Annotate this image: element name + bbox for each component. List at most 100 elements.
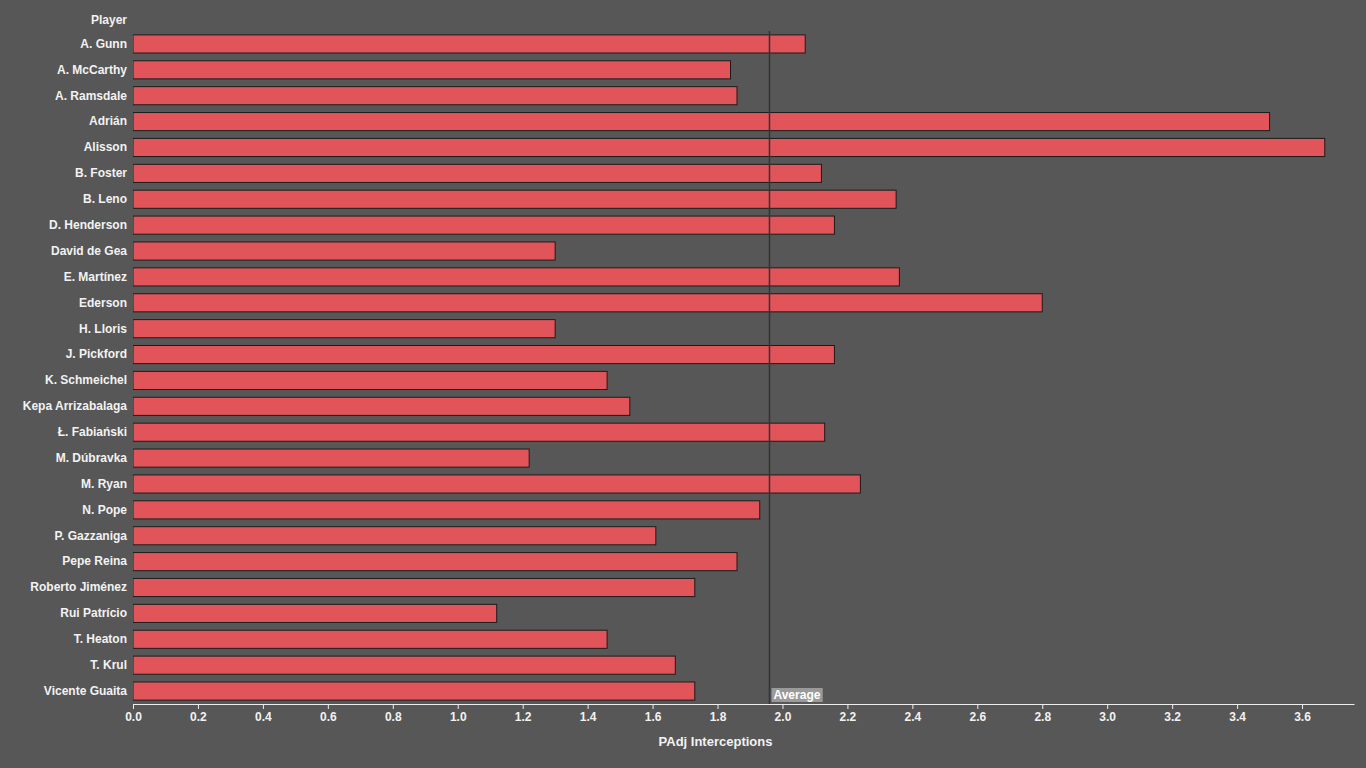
bar xyxy=(133,113,1270,131)
y-tick-label: Kepa Arrizabalaga xyxy=(23,399,128,413)
background xyxy=(0,0,1366,768)
average-label-box xyxy=(771,688,822,702)
y-tick: David de Gea xyxy=(51,244,127,258)
x-tick: 0.0 xyxy=(125,704,142,724)
bar xyxy=(133,578,695,596)
y-tick-label: T. Krul xyxy=(90,658,127,672)
bar xyxy=(133,164,821,182)
x-tick: 2.2 xyxy=(840,704,857,724)
x-tick: 2.4 xyxy=(905,704,922,724)
x-tick-label: 3.4 xyxy=(1229,710,1246,724)
bars xyxy=(133,31,1325,704)
bar xyxy=(133,371,607,389)
chart: 0.00.20.40.60.81.01.21.41.61.82.02.22.42… xyxy=(0,0,1366,768)
bar xyxy=(133,268,899,286)
y-tick: A. Gunn xyxy=(80,37,127,51)
y-tick-label: M. Dúbravka xyxy=(56,451,128,465)
y-tick: J. Pickford xyxy=(66,347,127,361)
y-tick-label: Ederson xyxy=(79,296,127,310)
x-tick-label: 0.2 xyxy=(190,710,207,724)
y-tick-label: Adrián xyxy=(89,114,127,128)
x-tick-mark xyxy=(198,704,199,709)
bar xyxy=(133,216,834,234)
bar xyxy=(133,449,529,467)
x-tick-label: 2.0 xyxy=(775,710,792,724)
x-tick: 0.4 xyxy=(255,704,272,724)
bar xyxy=(133,345,834,363)
y-tick-label: Ł. Fabiański xyxy=(58,425,127,439)
x-tick: 2.8 xyxy=(1034,704,1051,724)
y-tick: M. Ryan xyxy=(81,477,127,491)
bar xyxy=(133,397,630,415)
y-tick-label: J. Pickford xyxy=(66,347,127,361)
y-tick-label: Alisson xyxy=(84,140,127,154)
x-tick: 0.2 xyxy=(190,704,207,724)
y-tick-label: N. Pope xyxy=(82,503,127,517)
y-tick-label: Vicente Guaita xyxy=(44,684,127,698)
bar xyxy=(133,138,1325,156)
y-tick: Vicente Guaita xyxy=(44,684,127,698)
x-axis-title: PAdj Interceptions xyxy=(659,734,773,749)
bar xyxy=(133,656,675,674)
y-tick: K. Schmeichel xyxy=(45,373,127,387)
y-tick-label: Rui Patrício xyxy=(60,606,127,620)
x-tick-mark xyxy=(718,704,719,709)
x-tick-label: 1.0 xyxy=(450,710,467,724)
x-tick: 1.4 xyxy=(580,704,597,724)
average-line xyxy=(769,31,771,704)
bar xyxy=(133,604,497,622)
x-tick-label: 2.8 xyxy=(1034,710,1051,724)
bar xyxy=(133,475,860,493)
bar xyxy=(133,553,737,571)
y-tick: A. McCarthy xyxy=(57,63,127,77)
x-tick-mark xyxy=(1172,704,1173,709)
x-tick: 3.2 xyxy=(1164,704,1181,724)
x-tick-label: 0.4 xyxy=(255,710,272,724)
x-axis-line xyxy=(134,704,1355,705)
y-tick-label: T. Heaton xyxy=(74,632,127,646)
x-tick-mark xyxy=(393,704,394,709)
bar xyxy=(133,190,896,208)
y-tick: Roberto Jiménez xyxy=(30,580,127,594)
bar xyxy=(133,630,607,648)
bar xyxy=(133,423,825,441)
y-tick-label: A. Gunn xyxy=(80,37,127,51)
bar xyxy=(133,294,1042,312)
x-tick-label: 1.4 xyxy=(580,710,597,724)
y-tick: T. Heaton xyxy=(74,632,127,646)
x-tick-mark xyxy=(328,704,329,709)
bar xyxy=(133,320,555,338)
y-tick: Rui Patrício xyxy=(60,606,127,620)
y-tick-label: B. Foster xyxy=(75,166,127,180)
y-tick-label: Pepe Reina xyxy=(62,554,127,568)
x-tick-label: 0.8 xyxy=(385,710,402,724)
y-tick-label: A. McCarthy xyxy=(57,63,127,77)
y-tick: T. Krul xyxy=(90,658,127,672)
plot: 0.00.20.40.60.81.01.21.41.61.82.02.22.42… xyxy=(23,31,1355,724)
y-tick: Ł. Fabiański xyxy=(58,425,127,439)
x-tick-label: 2.4 xyxy=(905,710,922,724)
average-label: Average xyxy=(773,688,820,702)
x-tick: 1.8 xyxy=(710,704,727,724)
x-tick: 0.8 xyxy=(385,704,402,724)
x-tick-label: 3.2 xyxy=(1164,710,1181,724)
y-tick-label: David de Gea xyxy=(51,244,127,258)
y-tick-label: M. Ryan xyxy=(81,477,127,491)
x-tick-label: 2.2 xyxy=(840,710,857,724)
bar xyxy=(133,527,656,545)
x-tick: 2.6 xyxy=(969,704,986,724)
x-tick-label: 0.6 xyxy=(320,710,337,724)
x-tick: 0.6 xyxy=(320,704,337,724)
x-tick-mark xyxy=(588,704,589,709)
y-tick: B. Foster xyxy=(75,166,127,180)
x-tick-mark xyxy=(458,704,459,709)
y-tick-label: D. Henderson xyxy=(49,218,127,232)
x-tick: 3.4 xyxy=(1229,704,1246,724)
y-tick: P. Gazzaniga xyxy=(55,529,128,543)
y-tick-label: Roberto Jiménez xyxy=(30,580,127,594)
y-tick: N. Pope xyxy=(82,503,127,517)
y-tick-label: K. Schmeichel xyxy=(45,373,127,387)
x-tick-mark xyxy=(782,704,783,709)
bar xyxy=(133,35,805,53)
y-tick: Alisson xyxy=(84,140,127,154)
